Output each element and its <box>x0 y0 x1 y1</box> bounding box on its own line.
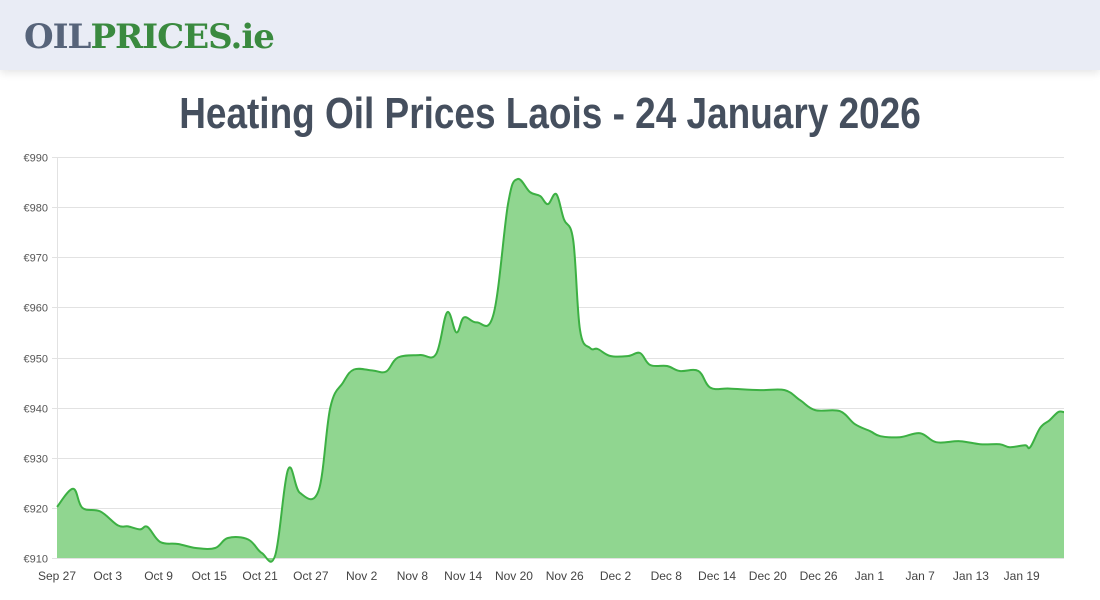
x-tick-label: Oct 15 <box>192 569 228 583</box>
x-tick-label: Dec 26 <box>800 569 838 583</box>
site-header: OILPRICES.ie <box>0 0 1100 70</box>
price-area <box>57 178 1064 562</box>
x-tick-label: Oct 27 <box>293 569 329 583</box>
x-tick-label: Dec 2 <box>600 569 632 583</box>
y-tick-label: €910 <box>24 554 48 566</box>
y-tick-label: €960 <box>24 303 48 315</box>
x-tick-label: Nov 26 <box>546 569 584 583</box>
x-tick-label: Dec 8 <box>651 569 683 583</box>
y-tick-label: €980 <box>24 203 48 215</box>
x-tick-label: Nov 14 <box>444 569 482 583</box>
y-tick-label: €930 <box>24 454 48 466</box>
x-axis: Sep 27 Oct 3 Oct 9 Oct 15 Oct 21 Oct 27 Nov 2 N… <box>38 569 1040 583</box>
x-tick-label: Sep 27 <box>38 569 76 583</box>
y-tick-label: €970 <box>24 253 48 265</box>
y-tick-label: €940 <box>24 404 48 416</box>
x-tick-label: Oct 21 <box>242 569 278 583</box>
y-tick-label: €990 <box>24 153 48 165</box>
x-tick-label: Dec 14 <box>698 569 736 583</box>
price-line <box>56 177 1065 563</box>
y-axis: €910 €920 €930 €940 €950 €960 €970 €980 €990 <box>24 153 48 566</box>
page-title: Heating Oil Prices Laois - 24 January 20… <box>179 89 921 138</box>
x-tick-label: Nov 8 <box>397 569 429 583</box>
y-tick-label: €920 <box>24 504 48 516</box>
site-logo[interactable]: OILPRICES.ie <box>24 17 275 57</box>
x-tick-label: Oct 3 <box>93 569 122 583</box>
x-tick-label: Nov 20 <box>495 569 533 583</box>
price-chart: €910 €920 €930 €940 €950 €960 €970 €980 €990 Sep… <box>24 153 1065 583</box>
x-tick-label: Jan 7 <box>905 569 935 583</box>
x-tick-label: Jan 1 <box>855 569 885 583</box>
y-tick-label: €950 <box>24 354 48 366</box>
x-tick-label: Dec 20 <box>749 569 787 583</box>
x-tick-label: Nov 2 <box>346 569 378 583</box>
logo-text-oil: OIL <box>24 17 91 57</box>
x-tick-label: Jan 19 <box>1004 569 1040 583</box>
logo-text-prices: PRICES.ie <box>90 17 274 57</box>
x-tick-label: Oct 9 <box>144 569 173 583</box>
x-tick-label: Jan 13 <box>953 569 989 583</box>
